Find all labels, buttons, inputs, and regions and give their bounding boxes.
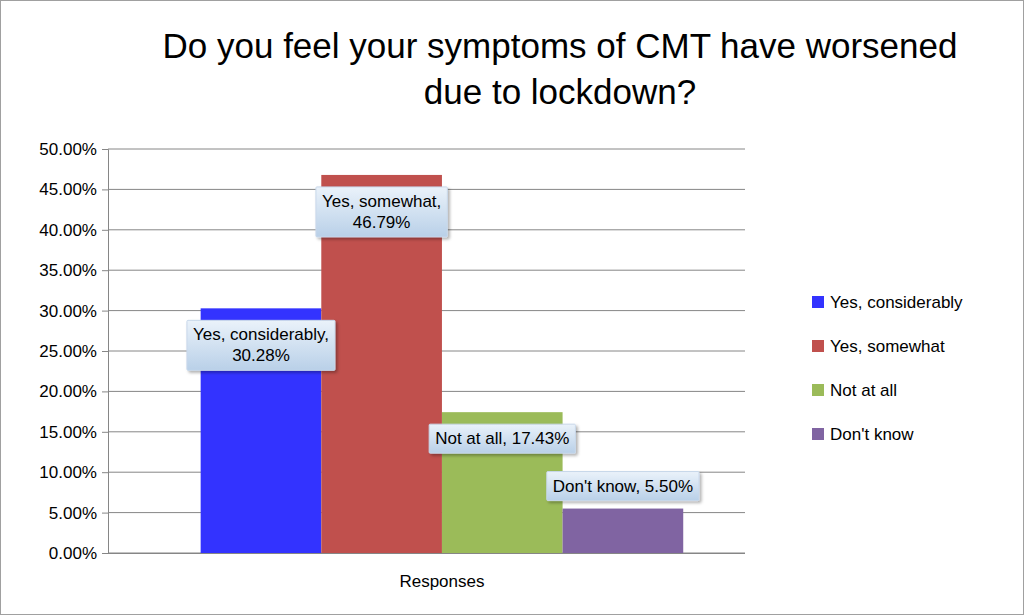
y-tick: 30.00% [39, 302, 108, 321]
y-tick-label: 5.00% [49, 504, 97, 523]
y-tick-mark [102, 149, 108, 150]
x-tick: Responses [399, 553, 484, 591]
y-tick-mark [102, 230, 108, 231]
y-tick: 15.00% [39, 423, 108, 442]
legend: Yes, considerably Yes, somewhat Not at all… [812, 293, 963, 444]
legend-item: Yes, somewhat [812, 337, 945, 356]
y-tick-label: 15.00% [39, 423, 97, 442]
chart-title: Do you feel your symptoms of CMT have wo… [163, 26, 958, 111]
y-tick-label: 45.00% [39, 180, 97, 199]
y-tick-label: 30.00% [39, 302, 97, 321]
y-tick-mark [102, 553, 108, 554]
y-tick: 10.00% [39, 463, 108, 482]
legend-swatch [812, 296, 824, 308]
y-tick-label: 0.00% [49, 544, 97, 563]
y-tick-mark [102, 472, 108, 473]
y-tick-mark [102, 513, 108, 514]
legend-item: Don't know [812, 425, 914, 444]
text-line: 46.79% [353, 213, 411, 232]
y-tick: 45.00% [39, 180, 108, 199]
y-tick: 50.00% [39, 140, 108, 159]
data-label-text: Not at all, 17.43% [435, 429, 569, 448]
x-tick-label: Responses [399, 572, 484, 591]
text-line: Not at all, 17.43% [435, 429, 569, 448]
y-tick-label: 10.00% [39, 463, 97, 482]
data-label: Yes, considerably, 30.28% [187, 320, 335, 370]
data-label: Yes, somewhat, 46.79% [316, 187, 447, 237]
chart-svg: Do you feel your symptoms of CMT have wo… [0, 0, 1024, 615]
x-axis: Responses [108, 553, 745, 591]
bar [563, 509, 684, 553]
legend-label: Yes, considerably [830, 293, 963, 312]
y-tick: 20.00% [39, 382, 108, 401]
y-tick-mark [102, 270, 108, 271]
y-tick-label: 40.00% [39, 221, 97, 240]
y-tick-mark [102, 351, 108, 352]
y-tick-mark [102, 311, 108, 312]
grid [108, 149, 745, 553]
y-axis-line [102, 150, 109, 554]
text-line: 30.28% [232, 346, 290, 365]
legend-item: Yes, considerably [812, 293, 963, 312]
legend-label: Don't know [830, 425, 914, 444]
data-label: Not at all, 17.43% [429, 424, 575, 453]
grid-line [108, 149, 745, 150]
text-line: Don't know, 5.50% [553, 477, 693, 496]
text-line: Do you feel your symptoms of CMT have wo… [163, 26, 958, 65]
legend-swatch [812, 428, 824, 440]
legend-label: Yes, somewhat [830, 337, 945, 356]
data-label-text: Yes, considerably, 30.28% [193, 325, 329, 365]
y-tick-label: 20.00% [39, 382, 97, 401]
y-tick-label: 25.00% [39, 342, 97, 361]
label-box [187, 320, 335, 370]
data-label-text: Don't know, 5.50% [553, 477, 693, 496]
y-tick: 5.00% [49, 504, 108, 523]
data-label: Don't know, 5.50% [547, 472, 699, 501]
y-tick-label: 35.00% [39, 261, 97, 280]
y-tick: 0.00% [49, 544, 108, 563]
y-tick: 40.00% [39, 221, 108, 240]
text-line: Yes, somewhat, [322, 192, 441, 211]
y-tick-mark [102, 432, 108, 433]
chart-container: Do you feel your symptoms of CMT have wo… [0, 0, 1024, 615]
y-tick: 25.00% [39, 342, 108, 361]
chart-frame [1, 1, 1024, 615]
legend-label: Not at all [830, 381, 897, 400]
data-labels: Yes, considerably, 30.28% Yes, somewhat, 46… [187, 187, 699, 501]
text-line: Yes, considerably, [193, 325, 329, 344]
legend-swatch [812, 340, 824, 352]
y-tick-mark [102, 189, 108, 190]
legend-item: Not at all [812, 381, 897, 400]
label-box [316, 187, 447, 237]
legend-swatch [812, 384, 824, 396]
label-box [429, 424, 575, 453]
y-tick-mark [102, 391, 108, 392]
y-tick-label: 50.00% [39, 140, 97, 159]
text-line: due to lockdown? [424, 72, 696, 111]
x-axis-line [108, 553, 745, 554]
label-box [547, 472, 699, 501]
y-tick: 35.00% [39, 261, 108, 280]
data-label-text: Yes, somewhat, 46.79% [322, 192, 441, 232]
y-axis: 0.00% 5.00% 10.00% 15.00% 20.00% 25.00% 30.00%… [39, 140, 108, 563]
